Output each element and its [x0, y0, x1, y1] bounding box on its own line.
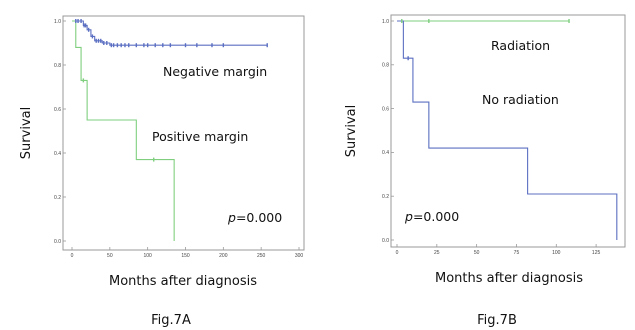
x-tick-label: 250	[257, 253, 266, 259]
y-axis-ticks: 0.0 0.2 0.4 0.6 0.8 1.0	[54, 19, 66, 245]
x-axis-ticks: 0 25 50 75 100 125	[396, 244, 601, 256]
x-tick-label: 25	[434, 250, 440, 256]
y-tick-label: 0.4	[54, 151, 61, 157]
y-tick-label: 0.8	[382, 63, 389, 69]
chart-panel-7b: 0.0 0.2 0.4 0.6 0.8 1.0 0 25 50 75 100 125 Surviva…	[344, 14, 626, 328]
survival-curves	[397, 20, 618, 240]
y-tick-label: 0.6	[382, 106, 389, 112]
x-tick-label: 50	[474, 250, 480, 256]
series-label-no-radiation: No radiation	[482, 92, 559, 107]
censor-marks	[75, 19, 268, 162]
y-axis-ticks: 0.0 0.2 0.4 0.6 0.8 1.0	[382, 19, 394, 244]
y-tick-label: 0.0	[382, 238, 389, 244]
x-tick-label: 100	[552, 250, 561, 256]
x-axis-title: Months after diagnosis	[109, 274, 257, 289]
x-tick-label: 75	[514, 250, 520, 256]
series-label-positive-margin: Positive margin	[152, 129, 248, 144]
figure-label: Fig.7B	[477, 313, 517, 328]
y-tick-label: 1.0	[382, 19, 389, 25]
y-tick-label: 0.6	[54, 107, 61, 113]
y-axis-title: Survival	[19, 107, 34, 159]
figure-label: Fig.7A	[151, 313, 191, 328]
y-tick-label: 0.4	[382, 150, 389, 156]
censor-marks	[401, 19, 570, 61]
curve-positive-margin	[72, 20, 175, 241]
p-value-prefix: p	[227, 210, 236, 225]
plot-frame	[390, 14, 626, 248]
x-axis-title: Months after diagnosis	[435, 271, 583, 286]
y-tick-label: 0.2	[382, 194, 389, 200]
p-value-label: p=0.000	[227, 210, 282, 225]
x-axis-ticks: 0 50 100 150 200 250 300	[71, 247, 304, 259]
p-value-rest: =0.000	[236, 210, 282, 225]
series-label-radiation: Radiation	[491, 38, 550, 53]
x-tick-label: 0	[396, 250, 399, 256]
p-value-rest: =0.000	[413, 209, 459, 224]
y-tick-label: 0.2	[54, 195, 61, 201]
y-tick-label: 0.0	[54, 239, 61, 245]
p-value-label: p=0.000	[404, 209, 459, 224]
y-axis-title: Survival	[344, 105, 359, 157]
x-tick-label: 300	[295, 253, 304, 259]
plot-frame	[62, 15, 305, 251]
y-tick-label: 1.0	[54, 19, 61, 25]
series-label-negative-margin: Negative margin	[163, 64, 267, 79]
x-tick-label: 0	[71, 253, 74, 259]
x-tick-label: 100	[143, 253, 152, 259]
curve-no-radiation	[397, 20, 618, 240]
x-tick-label: 200	[219, 253, 228, 259]
p-value-prefix: p	[404, 209, 413, 224]
y-tick-label: 0.8	[54, 63, 61, 69]
x-tick-label: 150	[181, 253, 190, 259]
chart-panel-7a: 0.0 0.2 0.4 0.6 0.8 1.0 0 50 100 150 200 250 300 Su…	[19, 15, 305, 328]
x-tick-label: 50	[107, 253, 113, 259]
x-tick-label: 125	[592, 250, 601, 256]
